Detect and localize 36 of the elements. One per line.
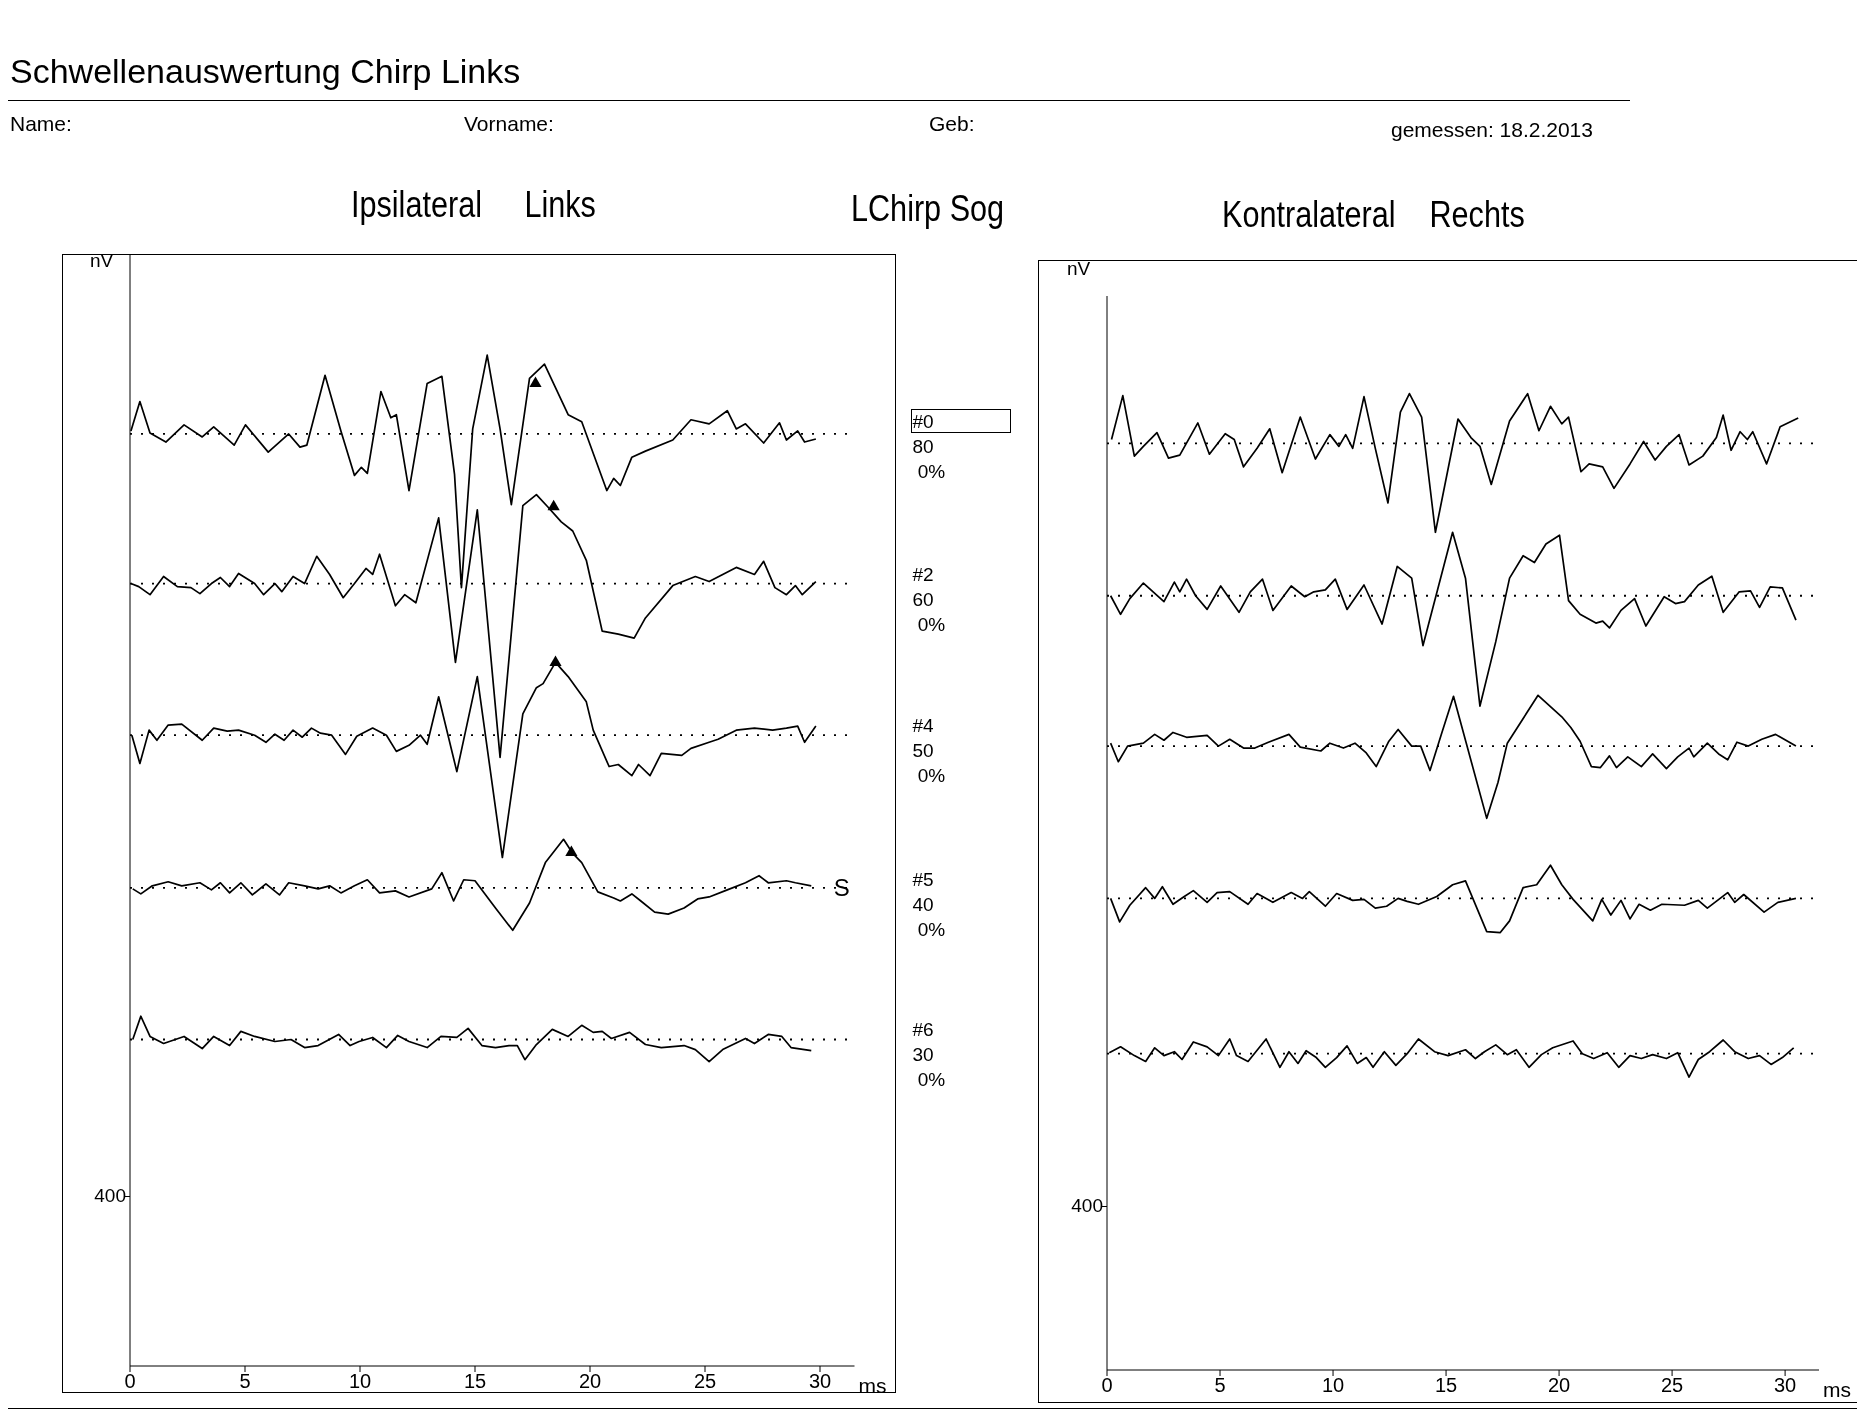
x-tick-label: 20 — [1547, 1374, 1571, 1397]
x-tick-label: 25 — [1660, 1374, 1684, 1397]
text: gemessen: 18.2.2013 — [1391, 118, 1593, 142]
text: 400 — [1070, 1194, 1103, 1217]
point — [549, 655, 562, 666]
x-tick-label: 0 — [124, 1370, 136, 1393]
text: LChirp Sog — [851, 188, 1005, 230]
x-tick-label: 0 — [1101, 1374, 1113, 1397]
text: #0 80 0% — [912, 409, 946, 484]
text: #2 60 0% — [912, 562, 946, 637]
x-axis-title: ms — [1823, 1378, 1851, 1402]
text: Name: — [10, 112, 72, 136]
text: #4 50 0% — [912, 714, 946, 789]
x-tick-label: 30 — [1773, 1374, 1797, 1397]
x-tick-label: 10 — [348, 1370, 372, 1393]
point — [547, 499, 560, 511]
x-tick-label: 15 — [463, 1370, 487, 1393]
annotation: S — [833, 873, 850, 902]
x-tick-label: 25 — [693, 1370, 717, 1393]
chart-title: Schwellenauswertung Chirp Links — [10, 52, 521, 91]
text: #6 30 0% — [912, 1018, 946, 1093]
chart-title: Kontralateral Rechts — [1222, 194, 1525, 236]
text: Vorname: — [464, 112, 554, 136]
point — [529, 376, 542, 387]
x-tick-label: 10 — [1321, 1374, 1345, 1397]
text: 400 — [93, 1185, 126, 1208]
x-tick-label: 5 — [239, 1370, 251, 1393]
x-tick-label: 5 — [1214, 1374, 1226, 1397]
point — [565, 845, 578, 856]
x-tick-label: 30 — [808, 1370, 832, 1393]
x-tick-label: 20 — [578, 1370, 602, 1393]
chart-subtitle: Ipsilateral Links — [351, 184, 596, 226]
text: #5 40 0% — [912, 867, 946, 942]
x-tick-label: 15 — [1434, 1374, 1458, 1397]
text: Geb: — [929, 112, 975, 136]
y-axis-title: nV — [1067, 258, 1091, 280]
